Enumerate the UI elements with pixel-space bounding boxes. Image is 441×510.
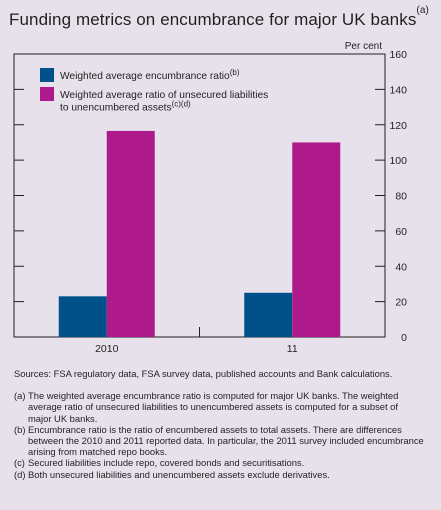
sources-text: Sources: FSA regulatory data, FSA survey… (14, 368, 393, 379)
footnote-list: (a) The weighted average encumbrance rati… (14, 390, 424, 480)
footnote: (c) Secured liabilities include repo, cov… (14, 457, 424, 468)
chart-title-text: Funding metrics on encumbrance for major… (9, 10, 417, 29)
bar (106, 130, 155, 337)
legend-swatch (40, 68, 54, 82)
bar-chart: Per cent 0 20 40 60 80 100 120 140 160 2010 11 Weig… (13, 41, 407, 355)
y-tick-label: 40 (395, 261, 407, 273)
legend-swatch (40, 87, 54, 101)
footnote-text: The weighted average encumbrance ratio i… (28, 390, 399, 424)
footnote-text: Encumbrance ratio is the ratio of encumb… (28, 423, 424, 458)
y-tick-label: 100 (389, 155, 407, 167)
legend-label: Weighted average encumbrance ratio(b) (60, 68, 240, 82)
footnote: (b) Encumbrance ratio is the ratio of enc… (14, 424, 424, 458)
y-tick-label: 60 (395, 226, 407, 238)
y-tick-label: 20 (395, 297, 407, 309)
bar (292, 142, 341, 337)
title-footnote-mark: (a) (416, 5, 429, 17)
y-tick-label: 0 (401, 332, 407, 344)
legend-label: Weighted average ratio of unsecured liab… (60, 90, 268, 101)
footnote: (d) Both unsecured liabilities and unencu… (14, 469, 424, 480)
chart-title: Funding metrics on encumbrance for major… (9, 5, 429, 30)
legend-footnote-mark: (c)(d) (172, 100, 191, 109)
y-tick-label: 80 (395, 191, 407, 203)
footnote-index: (b) (14, 423, 26, 435)
footnote-index: (d) (14, 468, 26, 480)
y-tick-label: 160 (389, 49, 407, 61)
legend-footnote-mark: (b) (230, 68, 240, 77)
chart-notes: Sources: FSA regulatory data, FSA survey… (14, 368, 424, 480)
footnote-text: Both unsecured liabilities and unencumbe… (28, 468, 330, 480)
y-tick-label: 120 (389, 120, 407, 132)
footnote: (a) The weighted average encumbrance rati… (14, 390, 424, 424)
footnote-index: (c) (14, 457, 25, 469)
footnote-text: Secured liabilities include repo, covere… (28, 457, 305, 469)
legend-label: to unencumbered assets(c)(d) (60, 100, 191, 114)
x-category-label: 2010 (95, 343, 119, 355)
footnote-index: (a) (14, 390, 26, 402)
x-category-label: 11 (287, 343, 298, 355)
y-tick-label: 140 (389, 84, 407, 96)
y-axis-unit-label: Per cent (345, 41, 382, 52)
bar (244, 292, 293, 337)
bar (58, 296, 107, 337)
plot-area: 0 20 40 60 80 100 120 140 160 2010 11 Weighted aver… (13, 49, 407, 355)
